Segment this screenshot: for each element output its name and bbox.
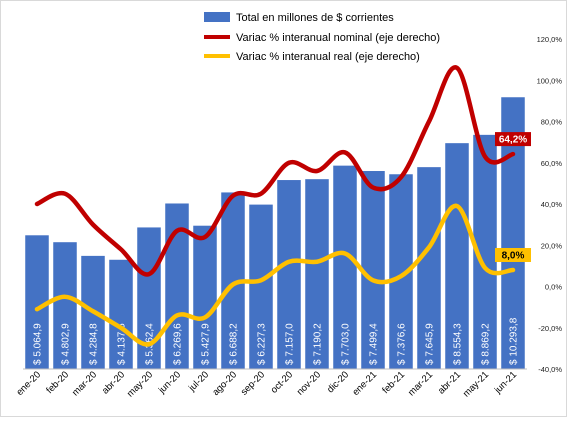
right-axis-tick-label: 60,0% xyxy=(541,159,563,168)
bar xyxy=(165,203,189,369)
x-axis-tick-label: feb-20 xyxy=(44,369,71,396)
legend-label-real: Variac % interanual real (eje derecho) xyxy=(236,51,420,63)
x-axis-tick-label: jul-20 xyxy=(186,369,211,394)
bar xyxy=(25,235,49,369)
x-axis-tick-label: feb-21 xyxy=(380,369,407,396)
bar xyxy=(137,227,161,369)
bar-data-label: $ 4.284,8 xyxy=(89,323,100,365)
bar-data-label: $ 6.227,3 xyxy=(257,323,268,365)
bar xyxy=(277,180,301,369)
x-axis-tick-label: sep-20 xyxy=(239,369,267,397)
right-axis-tick-label: 20,0% xyxy=(541,241,563,250)
callouts-layer: 64,2% 8,0% xyxy=(495,132,531,262)
x-axis-tick-label: mar-21 xyxy=(406,369,435,398)
legend-label-nominal: Variac % interanual nominal (eje derecho… xyxy=(236,32,440,44)
callout-label: 8,0% xyxy=(502,251,525,262)
bar-data-label: $ 5.427,9 xyxy=(201,323,212,365)
x-axis-tick-label: mar-20 xyxy=(70,369,99,398)
x-axis-tick-label: abr-20 xyxy=(100,369,127,396)
bar-data-label: $ 6.688,2 xyxy=(229,323,240,365)
legend-swatch-bars xyxy=(204,12,230,22)
callout-real: 8,0% xyxy=(495,248,531,262)
callout-nominal: 64,2% xyxy=(495,132,531,147)
right-axis-tick-label: -40,0% xyxy=(538,365,562,374)
bar-data-label: $ 10.293,8 xyxy=(509,317,520,365)
x-axis-tick-label: may-20 xyxy=(125,369,155,399)
bar xyxy=(445,143,469,369)
bar xyxy=(305,179,329,369)
right-axis-tick-label: 100,0% xyxy=(537,76,563,85)
right-axis-tick-label: 0,0% xyxy=(545,283,562,292)
x-axis-tick-label: ene-20 xyxy=(14,369,43,398)
x-axis-tick-label: dic-20 xyxy=(325,369,351,395)
bar xyxy=(417,167,441,369)
x-axis-tick-label: ago-20 xyxy=(210,369,239,398)
bar-data-label: $ 4.802,9 xyxy=(61,323,72,365)
bars-layer: $ 5.064,9 $ 4.802,9 $ 4.284,8 $ 4.137,5 $ 5.… xyxy=(25,97,525,369)
bar xyxy=(109,259,133,369)
bar xyxy=(473,134,497,369)
bar-data-label: $ 7.645,9 xyxy=(425,323,436,365)
right-axis-tick-label: 40,0% xyxy=(541,200,563,209)
lines-layer xyxy=(34,65,516,347)
bar-data-label: $ 8.869,2 xyxy=(481,323,492,365)
callout-label: 64,2% xyxy=(499,135,527,146)
right-axis-tick-label: -20,0% xyxy=(538,324,562,333)
x-axis-tick-label: ene-21 xyxy=(350,369,379,398)
right-axis-tick-label: 80,0% xyxy=(541,118,563,127)
callout-box xyxy=(495,248,531,262)
bar xyxy=(389,174,413,369)
legend: Total en millones de $ corrientes Variac… xyxy=(204,12,440,63)
x-axis-tick-label: jun-20 xyxy=(156,369,183,396)
line-real xyxy=(34,203,516,347)
bar-data-label: $ 7.190,2 xyxy=(313,323,324,365)
legend-label-bars: Total en millones de $ corrientes xyxy=(236,12,394,24)
bar xyxy=(333,165,357,369)
x-axis-tick-label: jun-21 xyxy=(492,369,519,396)
bar-data-label: $ 7.499,4 xyxy=(369,323,380,365)
bar-data-label: $ 5.064,9 xyxy=(33,323,44,365)
bar xyxy=(193,225,217,369)
bar xyxy=(221,192,245,369)
bar xyxy=(501,97,525,369)
bar-data-label: $ 7.703,0 xyxy=(341,323,352,365)
line-nominal xyxy=(34,65,516,277)
bar xyxy=(53,242,77,369)
bar-data-label: $ 7.157,0 xyxy=(285,323,296,365)
callout-box xyxy=(495,132,531,147)
bar-data-label: $ 4.137,5 xyxy=(117,323,128,365)
x-axis-tick-label: may-21 xyxy=(461,369,491,399)
x-axis-tick-label: oct-20 xyxy=(269,369,295,395)
bar-data-label: $ 6.269,6 xyxy=(173,323,184,365)
bar-data-label: $ 8.554,3 xyxy=(453,323,464,365)
bar xyxy=(249,204,273,369)
right-axis-tick-label: 120,0% xyxy=(537,35,563,44)
bar xyxy=(361,171,385,369)
bar-data-label: $ 7.376,6 xyxy=(397,323,408,365)
x-axis-tick-label: nov-20 xyxy=(295,369,323,397)
x-axis-tick-label: abr-21 xyxy=(436,369,463,396)
